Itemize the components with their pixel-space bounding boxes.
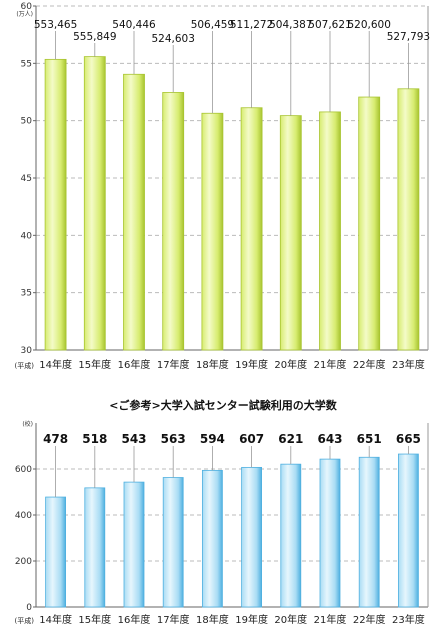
data-label: 527,793 <box>387 31 430 43</box>
x-tick-label: 15年度 <box>78 613 111 626</box>
bar <box>45 496 66 608</box>
y-tick-label: 30 <box>21 346 33 356</box>
x-tick-label: 16年度 <box>118 613 151 626</box>
data-label: 607 <box>239 432 264 446</box>
y-tick-label: 0 <box>26 603 32 613</box>
data-label: 511,272 <box>230 19 273 31</box>
bar <box>123 481 145 608</box>
x-tick-label: 21年度 <box>314 613 347 626</box>
x-tick-label: 23年度 <box>392 358 425 371</box>
y-unit-label: (万人) <box>16 11 33 18</box>
bar <box>358 456 380 608</box>
x-tick-label: 15年度 <box>78 358 111 371</box>
bar <box>280 463 302 608</box>
x-tick-label: 21年度 <box>314 358 347 371</box>
x-tick-label: 16年度 <box>118 358 151 371</box>
bar <box>201 469 223 608</box>
x-tick-label: 22年度 <box>353 358 386 371</box>
y-tick-label: 600 <box>15 465 32 475</box>
data-label: 665 <box>396 432 421 446</box>
data-label: 520,600 <box>347 19 390 31</box>
y-tick-label: 50 <box>21 117 33 127</box>
data-label: 478 <box>43 432 68 446</box>
data-label: 643 <box>317 432 342 446</box>
era-label: (平成) <box>15 616 35 625</box>
bar <box>84 487 106 608</box>
data-label: 504,387 <box>269 19 312 31</box>
y-tick-label: 35 <box>21 289 32 299</box>
y-tick-label: 40 <box>21 231 33 241</box>
data-label: 555,849 <box>73 31 116 43</box>
data-label: 621 <box>278 432 303 446</box>
data-label: 651 <box>357 432 382 446</box>
bar <box>319 111 341 351</box>
x-tick-label: 18年度 <box>196 613 229 626</box>
data-label: 524,603 <box>151 33 194 45</box>
bar <box>241 466 263 608</box>
x-tick-label: 17年度 <box>157 613 190 626</box>
bar <box>358 96 381 351</box>
y-tick-label: 200 <box>15 557 32 567</box>
data-label: 543 <box>121 432 146 446</box>
x-tick-label: 22年度 <box>353 613 386 626</box>
bar <box>123 73 145 351</box>
bar <box>240 107 263 351</box>
x-tick-label: 19年度 <box>235 358 268 371</box>
x-tick-label: 14年度 <box>39 358 72 371</box>
data-label: 594 <box>200 432 225 446</box>
bar <box>201 112 224 351</box>
y-unit-label: (校) <box>22 420 33 428</box>
y-tick-label: 60 <box>21 2 33 12</box>
y-tick-label: 45 <box>21 174 32 184</box>
data-label: 540,446 <box>112 19 156 31</box>
x-tick-label: 17年度 <box>157 358 190 371</box>
bar <box>397 453 419 608</box>
y-tick-label: 400 <box>15 511 32 521</box>
applicants-bar-chart: 30 35 40 45 50 55 60(万人)553,465 14年度 555,849 15年度… <box>15 2 431 371</box>
x-tick-label: 14年度 <box>39 613 72 626</box>
universities-bar-chart: <ご参考>大学入試センター試験利用の大学数 0 200 400 600 (校) 478 14年… <box>15 398 429 626</box>
data-label: 553,465 <box>34 19 77 31</box>
x-tick-label: 19年度 <box>235 613 268 626</box>
era-label: (平成) <box>15 361 35 370</box>
bar <box>319 458 341 608</box>
data-label: 518 <box>82 432 107 446</box>
y-tick-label: 55 <box>21 59 32 69</box>
x-tick-label: 18年度 <box>196 358 229 371</box>
bar <box>44 58 67 351</box>
bar <box>162 92 185 351</box>
bar <box>83 56 106 351</box>
data-label: 506,459 <box>191 19 234 31</box>
chart-title: <ご参考>大学入試センター試験利用の大学数 <box>109 398 337 412</box>
bar <box>397 88 420 351</box>
bar <box>279 115 302 351</box>
x-tick-label: 23年度 <box>392 613 425 626</box>
x-tick-label: 20年度 <box>274 613 307 626</box>
data-label: 507,621 <box>308 19 351 31</box>
x-tick-label: 20年度 <box>274 358 307 371</box>
bar <box>162 477 184 608</box>
data-label: 563 <box>161 432 186 446</box>
